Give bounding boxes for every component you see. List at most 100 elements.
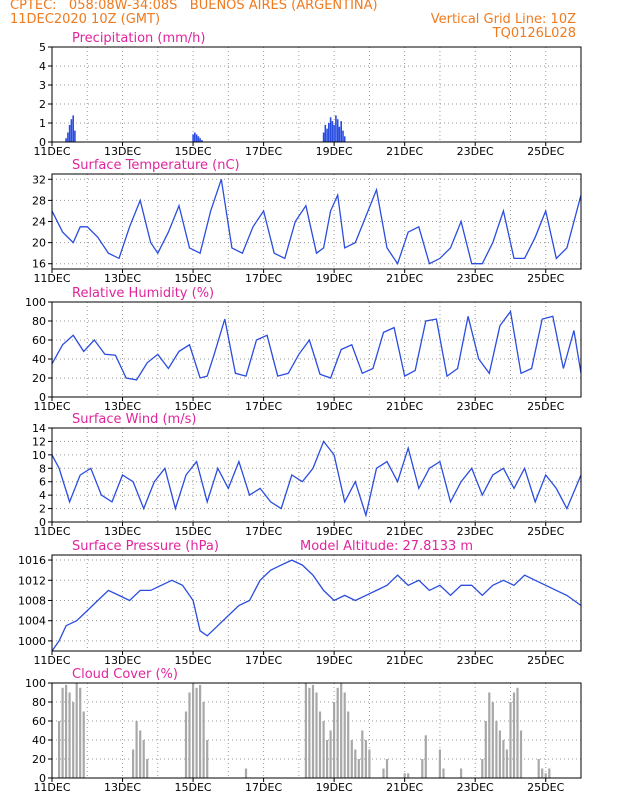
temperature-ytick-label: 32	[32, 173, 46, 186]
precipitation-bar	[340, 121, 342, 142]
cloud-cover-ytick-label: 80	[32, 696, 46, 709]
precipitation-bar	[201, 140, 203, 142]
cloud-cover-bar	[202, 702, 205, 778]
cloud-cover-xtick-label: 15DEC	[175, 781, 212, 794]
wind-ytick-label: 4	[39, 489, 46, 502]
pressure-xtick-label: 15DEC	[175, 654, 212, 667]
precipitation-bar	[70, 119, 73, 142]
cloud-cover-bar	[512, 692, 516, 778]
humidity-frame	[51, 301, 582, 398]
temperature-xtick-label: 21DEC	[386, 272, 423, 285]
wind-ytick-label: 14	[32, 422, 46, 435]
pressure-xtick-label: 25DEC	[527, 654, 564, 667]
precipitation-bar	[335, 115, 337, 142]
pressure-annotation: Model Altitude: 27.8133 m	[300, 539, 473, 554]
cloud-cover-bar	[79, 687, 82, 779]
humidity-xtick-label: 11DEC	[33, 400, 70, 413]
cloud-cover-bar	[329, 730, 332, 778]
wind-ytick-label: 6	[39, 476, 46, 489]
cloud-cover-bar	[347, 711, 350, 778]
pressure-title: Surface Pressure (hPa)	[72, 539, 219, 554]
cloud-cover-bar	[333, 702, 336, 778]
cloud-cover-bar	[484, 721, 487, 778]
cloud-cover-bar	[502, 740, 505, 778]
cloud-cover-xtick-label: 11DEC	[33, 781, 70, 794]
wind-ytick-label: 10	[32, 449, 46, 462]
humidity-xtick-label: 13DEC	[104, 400, 141, 413]
precipitation-ytick-label: 1	[39, 117, 46, 130]
precipitation-xtick-label: 17DEC	[245, 145, 282, 158]
precipitation-bar	[194, 132, 196, 142]
cloud-cover-bar	[72, 702, 75, 778]
cloud-cover-bar	[132, 749, 135, 778]
pressure-line	[51, 559, 582, 652]
cloud-cover-ytick-label: 60	[32, 715, 46, 728]
wind-xtick-label: 17DEC	[245, 525, 282, 538]
cloud-cover-xtick-label: 17DEC	[245, 781, 282, 794]
precipitation-xtick-label: 23DEC	[457, 145, 494, 158]
humidity-xtick-label: 21DEC	[386, 400, 423, 413]
precipitation-bar	[322, 132, 325, 142]
cloud-cover-bar	[421, 759, 424, 778]
cloud-cover-bar	[184, 711, 188, 778]
humidity-xtick-label: 19DEC	[316, 400, 353, 413]
cloud-cover-bar	[438, 749, 441, 778]
precipitation-xtick-label: 19DEC	[316, 145, 353, 158]
precipitation-bar	[331, 121, 334, 142]
pressure-ytick-label: 1004	[18, 615, 46, 628]
pressure-xtick-label: 13DEC	[104, 654, 141, 667]
humidity-ytick-label: 60	[32, 334, 46, 347]
header-line2: 11DEC2020 10Z (GMT)	[10, 12, 161, 27]
cloud-cover-bar	[442, 768, 445, 778]
header-code: TQ0126L028	[492, 26, 576, 41]
cloud-cover-bar	[68, 692, 71, 778]
precipitation-ytick-label: 5	[39, 41, 46, 54]
precipitation-bar	[192, 134, 194, 142]
cloud-cover-bar	[491, 702, 494, 778]
cloud-cover-bar	[75, 683, 78, 778]
pressure-xtick-label: 21DEC	[386, 654, 423, 667]
cloud-cover-frame	[51, 682, 582, 779]
cloud-cover-bar	[192, 683, 195, 778]
cloud-cover-bar	[206, 740, 209, 778]
humidity-ytick-label: 0	[39, 391, 46, 404]
precipitation-xtick-label: 15DEC	[175, 145, 212, 158]
temperature-xtick-label: 15DEC	[175, 272, 212, 285]
precipitation-bar	[195, 134, 198, 142]
precipitation-bar	[74, 130, 76, 142]
precipitation-bar	[68, 124, 71, 142]
cloud-cover-bar	[135, 721, 138, 778]
pressure-xtick-label: 11DEC	[33, 654, 70, 667]
pressure-ytick-label: 1000	[18, 635, 46, 648]
cloud-cover-bar	[322, 721, 325, 778]
precipitation-title: Precipitation (mm/h)	[72, 31, 205, 46]
wind-ytick-label: 2	[39, 503, 46, 516]
humidity-title: Relative Humidity (%)	[72, 286, 214, 301]
precipitation-bar	[338, 126, 341, 142]
precipitation-bar	[326, 128, 328, 142]
precipitation-xtick-label: 11DEC	[33, 145, 70, 158]
cloud-cover-bar	[61, 687, 64, 779]
pressure-ytick-label: 1016	[18, 554, 46, 567]
temperature-xtick-label: 19DEC	[316, 272, 353, 285]
cloud-cover-bar	[505, 749, 508, 778]
temperature-ytick-label: 24	[32, 216, 46, 229]
cloud-cover-bar	[340, 683, 343, 778]
cloud-cover-bar	[544, 773, 547, 779]
precipitation-bar	[328, 123, 330, 142]
pressure-xtick-label: 19DEC	[316, 654, 353, 667]
pressure-ytick-label: 1012	[18, 574, 46, 587]
humidity-ytick-label: 100	[25, 296, 46, 309]
header-grid-note: Vertical Grid Line: 10Z	[430, 12, 576, 27]
cloud-cover-xtick-label: 19DEC	[316, 781, 353, 794]
precipitation-ytick-label: 4	[39, 60, 46, 73]
temperature-xtick-label: 25DEC	[527, 272, 564, 285]
cloud-cover-bar	[244, 768, 248, 778]
humidity-xtick-label: 25DEC	[527, 400, 564, 413]
cloud-cover-bar	[142, 740, 145, 778]
cloud-cover-bar	[308, 687, 311, 779]
cloud-cover-xtick-label: 13DEC	[104, 781, 141, 794]
cloud-cover-bar	[146, 759, 149, 778]
cloud-cover-bar	[82, 711, 85, 778]
wind-frame	[51, 427, 582, 523]
